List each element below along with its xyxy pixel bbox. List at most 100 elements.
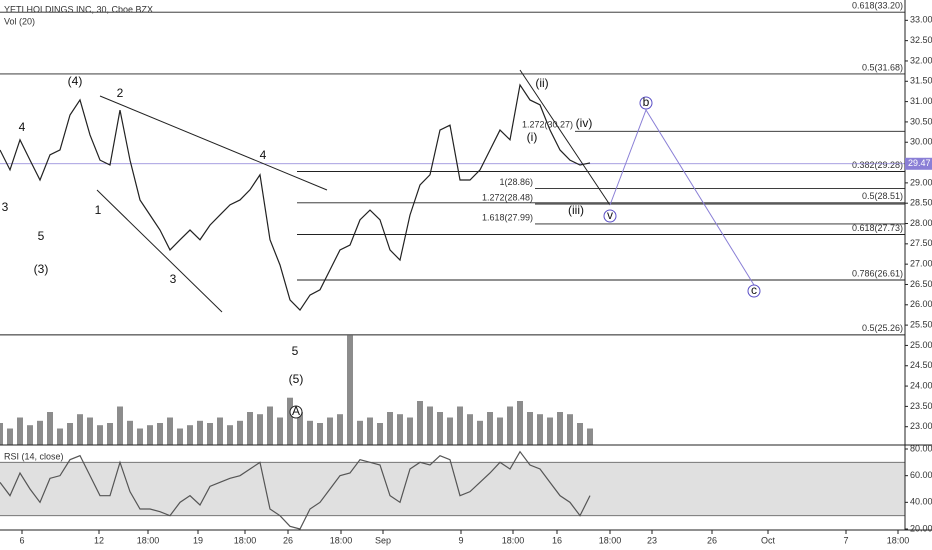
volume-bar [407,417,413,445]
fib-label: 0.5(28.51) [862,191,903,201]
volume-bar [417,401,423,445]
wave-label: 4 [260,148,267,162]
fib-label: 0.382(29.28) [852,160,903,170]
volume-bar [137,428,143,445]
x-tick-label: Sep [375,535,391,545]
volume-bar [87,417,93,445]
wave-label: (3) [34,262,49,276]
trendline [519,69,611,206]
volume-bar [587,428,593,445]
wave-label: (4) [68,74,83,88]
rsi-line [0,450,591,530]
x-tick-label: 18:00 [887,535,910,545]
volume-bar [307,420,313,445]
volume-bar [497,417,503,445]
y-tick-label: 27.00 [910,259,932,269]
volume-bar [467,414,473,445]
volume-bar [487,412,493,445]
y-tick-label: 40.00 [910,497,932,507]
volume-bar [317,423,323,445]
y-tick-label: 29.00 [910,177,932,187]
volume-bar [357,420,363,445]
volume-bar [127,420,133,445]
volume-bar [47,412,53,445]
x-tick-label: 23 [647,535,657,545]
wave-label: 5 [38,229,45,243]
volume-bar [347,335,353,445]
wave-label: c [751,283,757,297]
x-tick-label: 6 [19,535,24,545]
x-tick-label: 7 [843,535,848,545]
chart-title: YETI HOLDINGS INC, 30, Cboe BZX [4,4,153,14]
wave-label: 3 [170,272,177,286]
y-tick-label: 20.00 [910,523,932,533]
annotation-circle [747,284,761,298]
y-tick-label: 28.00 [910,218,932,228]
volume-bar [27,425,33,445]
volume-bar [527,412,533,445]
volume-bar [507,406,513,445]
volume-bar [187,425,193,445]
annotation-circle [603,209,617,223]
wave-label: (iv) [576,116,593,130]
volume-bar [267,406,273,445]
y-tick-label: 33.00 [910,15,932,25]
y-tick-label: 25.00 [910,340,932,350]
y-tick-label: 60.00 [910,470,932,480]
x-tick-label: Oct [761,535,776,545]
volume-bar [207,423,213,445]
volume-bar [17,417,23,445]
volume-bar [147,425,153,445]
volume-bar [297,412,303,445]
volume-bar [167,417,173,445]
trendline [96,189,223,313]
x-tick-label: 16 [552,535,562,545]
y-tick-label: 28.50 [910,198,932,208]
x-tick-label: 18:00 [502,535,525,545]
volume-bar [447,417,453,445]
volume-bar [397,414,403,445]
x-tick-label: 18:00 [234,535,257,545]
volume-bar [547,417,553,445]
x-tick-label: 26 [707,535,717,545]
fib-label: 0.5(31.68) [862,62,903,72]
y-tick-label: 30.00 [910,137,932,147]
volume-bar [437,412,443,445]
wave-label: (ii) [535,76,548,90]
annotation-circle [639,96,653,110]
fib-label: 1.618(27.99) [482,212,533,222]
volume-bar [427,406,433,445]
volume-bar [367,417,373,445]
y-tick-label: 31.00 [910,96,932,106]
x-tick-label: 19 [193,535,203,545]
wave-label: 5 [292,344,299,358]
volume-bar [157,423,163,445]
x-tick-label: 9 [458,535,463,545]
y-tick-label: 23.50 [910,401,932,411]
wave-label: 4 [19,120,26,134]
volume-bar [577,423,583,445]
fib-label: 0.5(25.26) [862,323,903,333]
volume-bar [77,414,83,445]
fib-label: 0.618(27.73) [852,223,903,233]
x-tick-label: 26 [283,535,293,545]
volume-bar [237,420,243,445]
volume-bar [0,423,3,445]
last-price-box [905,157,932,170]
volume-bar [277,417,283,445]
y-tick-label: 32.00 [910,55,932,65]
wave-label: 1 [95,203,102,217]
volume-bar [57,428,63,445]
volume-bar [557,412,563,445]
wave-label: (5) [289,372,304,386]
volume-title: Vol (20) [4,16,35,26]
volume-bar [97,425,103,445]
wave-label: (i) [527,130,538,144]
volume-bar [287,397,293,445]
volume-bar [517,401,523,445]
x-tick-label: 18:00 [137,535,160,545]
fib-label: 1(28.86) [499,177,533,187]
volume-bar [67,423,73,445]
y-tick-label: 24.00 [910,380,932,390]
